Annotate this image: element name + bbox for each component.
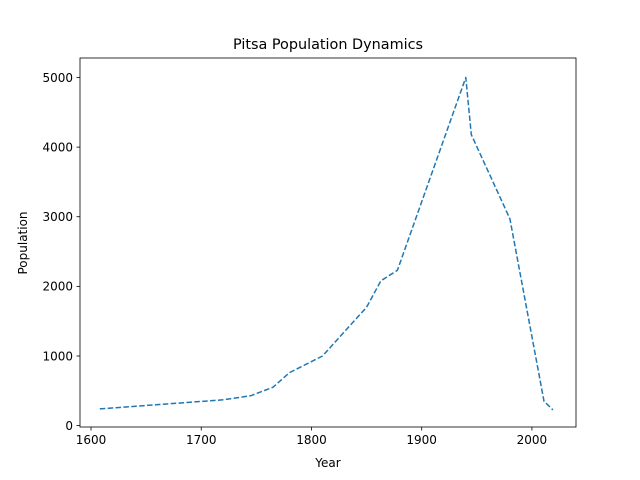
y-tick-label: 2000 (42, 280, 73, 294)
x-tick-label: 1900 (406, 433, 437, 447)
x-axis-label: Year (314, 456, 340, 470)
x-tick-label: 2000 (517, 433, 548, 447)
plot-area (99, 76, 554, 411)
chart-title: Pitsa Population Dynamics (233, 37, 423, 53)
y-axis-label: Population (16, 211, 30, 274)
axes-frame (79, 57, 577, 428)
x-tick-label: 1800 (296, 433, 327, 447)
x-tick-label: 1600 (76, 433, 107, 447)
y-tick-label: 3000 (42, 210, 73, 224)
y-tick-label: 0 (65, 419, 73, 433)
y-tick-label: 1000 (42, 349, 73, 363)
y-axis: 0 1000 2000 3000 4000 5000 (42, 71, 80, 433)
x-tick-label: 1700 (186, 433, 217, 447)
x-axis: 1600 1700 1800 1900 2000 (76, 427, 547, 447)
series-line-0 (99, 76, 554, 411)
y-tick-label: 5000 (42, 71, 73, 85)
y-tick-label: 4000 (42, 140, 73, 154)
